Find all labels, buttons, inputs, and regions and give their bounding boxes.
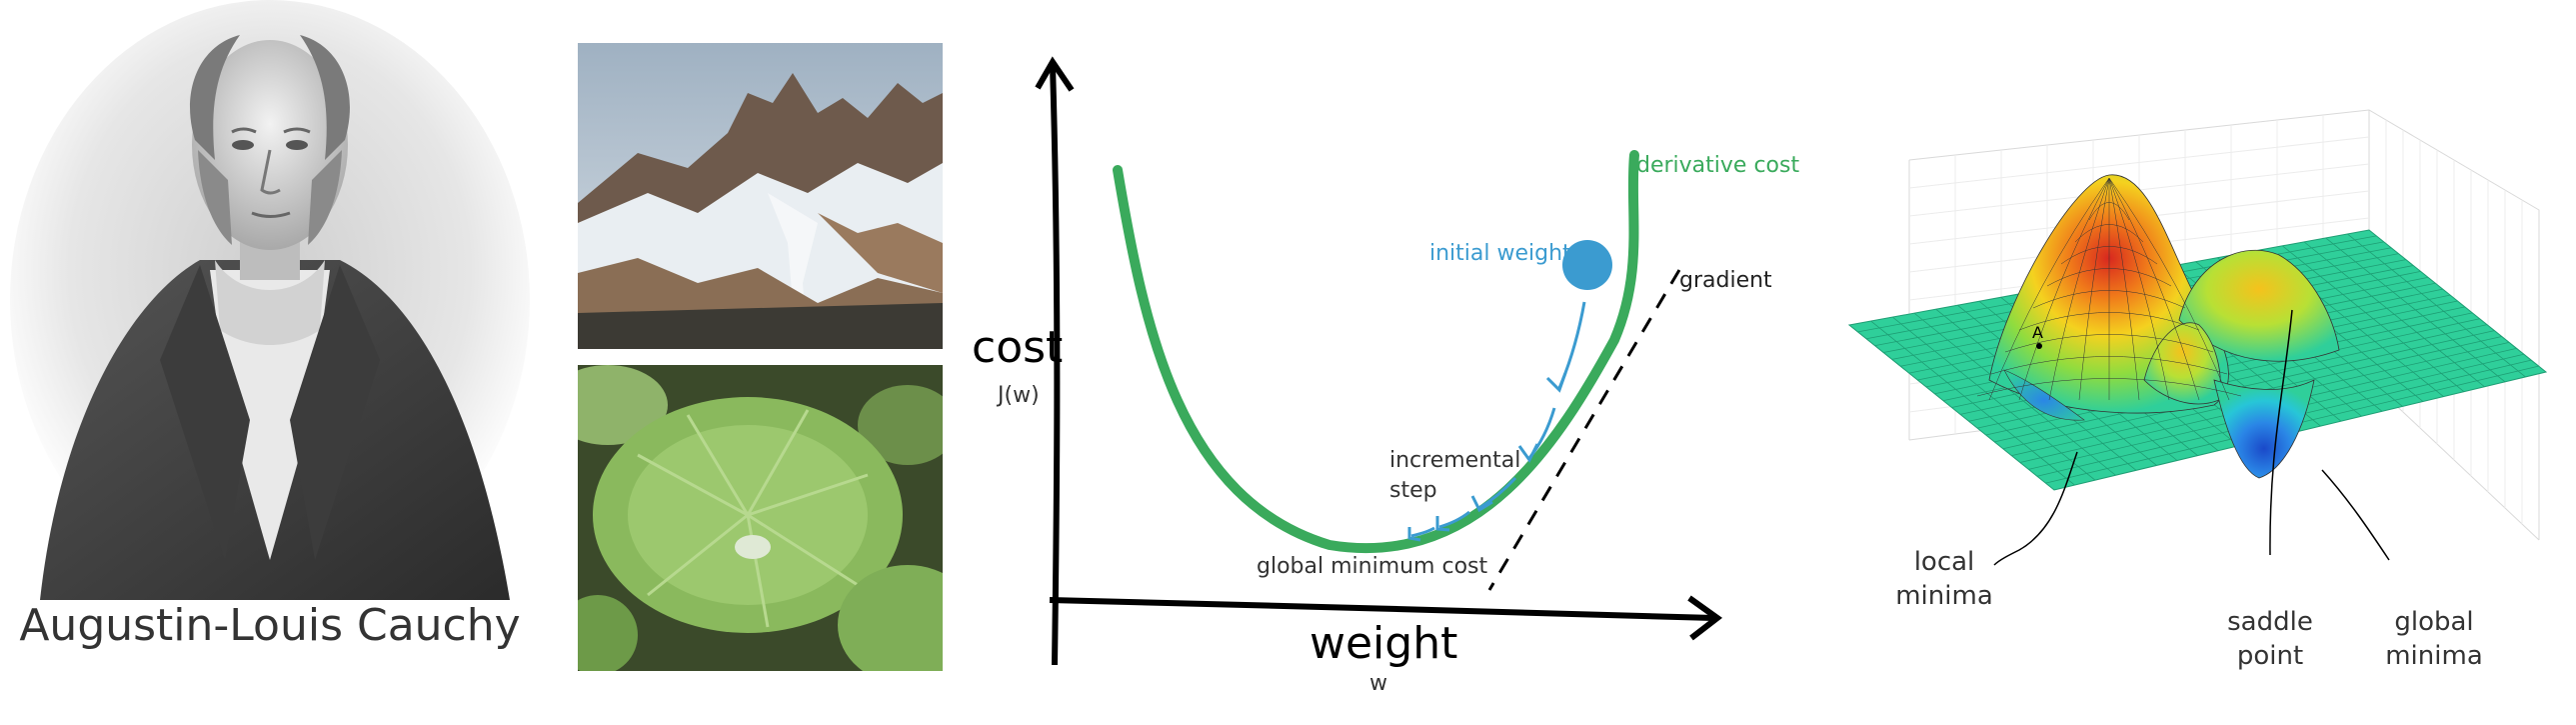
global-minimum-label: global minimum cost bbox=[1257, 554, 1488, 579]
gradient-descent-diagram: cost J(w) weight w derivative cost initi… bbox=[960, 0, 1799, 720]
mountain-photo bbox=[578, 43, 943, 349]
saddle-point-leader bbox=[2269, 309, 2293, 556]
initial-weight-label: initial weight bbox=[1429, 241, 1571, 266]
saddle-point-label: saddle bbox=[2227, 607, 2313, 637]
y-axis-arrow-icon bbox=[1035, 56, 1075, 92]
local-minima-leader bbox=[1993, 451, 2078, 566]
global-minima-leader bbox=[2321, 469, 2390, 561]
y-axis-label: cost bbox=[972, 322, 1063, 373]
portrait-caption: Augustin-Louis Cauchy bbox=[19, 600, 521, 651]
secondary-peak bbox=[2178, 249, 2340, 362]
portrait-panel: Augustin-Louis Cauchy bbox=[0, 0, 540, 720]
incremental-step-label: incremental bbox=[1389, 448, 1520, 473]
global-minima-label-2: minima bbox=[2385, 641, 2483, 671]
global-minima-pit bbox=[2213, 379, 2315, 479]
initial-weight-ball bbox=[1562, 240, 1612, 290]
incremental-step-label-2: step bbox=[1389, 478, 1437, 503]
photos-panel bbox=[578, 43, 943, 671]
lotus-leaf-photo bbox=[578, 365, 943, 671]
global-minima-label: global bbox=[2394, 607, 2473, 637]
local-minima-label-2: minima bbox=[1895, 581, 1993, 611]
x-axis-label: weight bbox=[1309, 618, 1457, 669]
descent-steps bbox=[1407, 301, 1586, 542]
portrait-engraving bbox=[10, 0, 530, 600]
point-a-marker bbox=[2036, 343, 2042, 349]
saddle-point-label-2: point bbox=[2237, 641, 2303, 671]
gradient-label: gradient bbox=[1679, 268, 1772, 293]
gradient-line bbox=[1487, 269, 1681, 591]
x-axis-sublabel: w bbox=[1369, 671, 1387, 696]
point-a-label: A bbox=[2032, 323, 2043, 342]
surface-plot: A local minima saddle point global minim… bbox=[1814, 50, 2576, 720]
local-minima-label: local bbox=[1914, 547, 1975, 577]
derivative-cost-label: derivative cost bbox=[1636, 153, 1799, 178]
peak-mesh bbox=[1976, 177, 2242, 401]
x-axis-arrow-icon bbox=[1687, 595, 1723, 641]
cost-curve bbox=[1113, 150, 1639, 554]
x-axis bbox=[1049, 597, 1715, 621]
y-axis-sublabel: J(w) bbox=[996, 383, 1040, 408]
local-minima-well bbox=[2003, 369, 2085, 421]
